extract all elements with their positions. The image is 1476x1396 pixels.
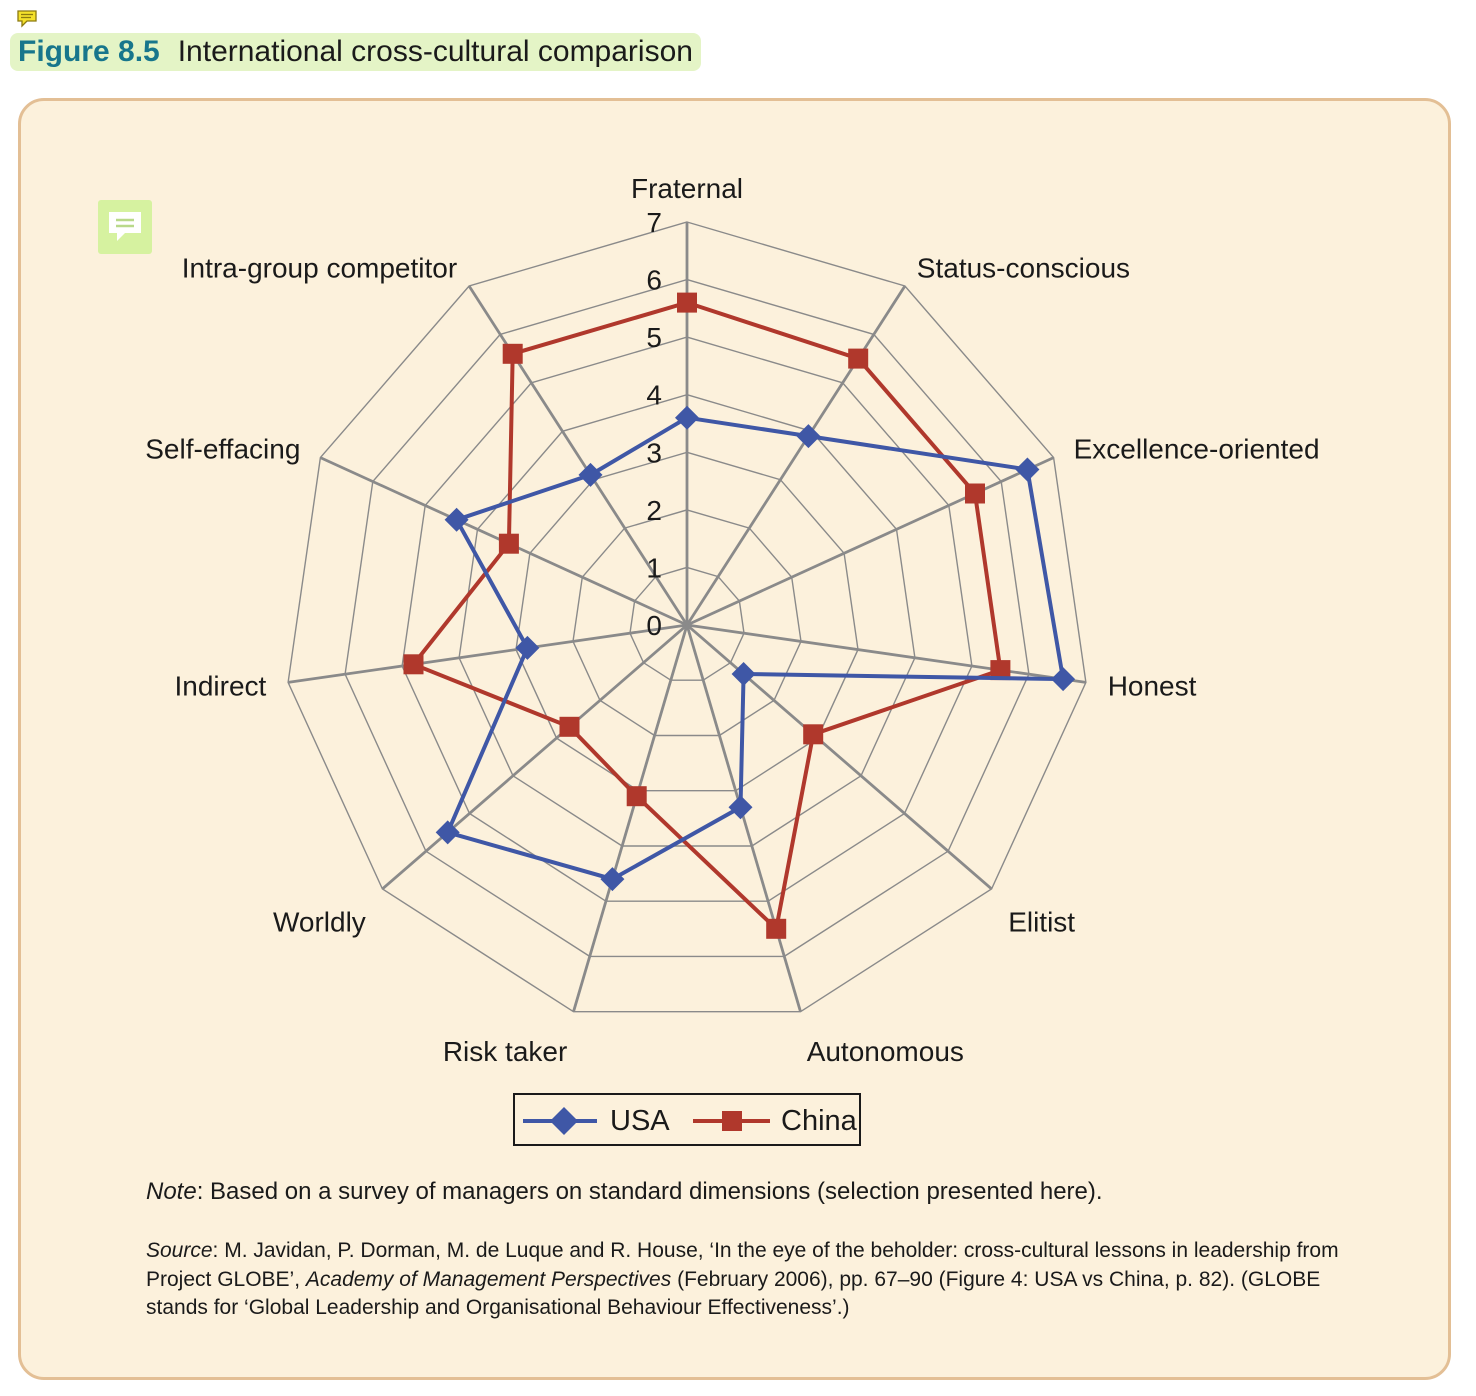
axis-label-excellence-oriented: Excellence-oriented [1074,433,1320,464]
grid-ring-1 [629,566,745,681]
axis-label-fraternal: Fraternal [631,173,743,204]
figure-panel [18,98,1451,1380]
grid-ring-3 [515,451,859,792]
tick-label-6: 6 [646,265,662,296]
figure-heading: Figure 8.5 International cross-cultural … [10,33,701,71]
point-usa-intra-group-competitor [578,462,603,487]
point-usa-self-effacing [444,507,469,532]
point-usa-risk-taker [600,867,625,892]
point-china-risk-taker [626,786,647,807]
axis-label-risk-taker: Risk taker [443,1036,567,1067]
axis-label-autonomous: Autonomous [807,1036,964,1067]
point-china-self-effacing [498,533,519,554]
point-china-intra-group-competitor [502,343,523,364]
figure-number: Figure 8.5 [18,35,160,68]
point-china-worldly [559,716,580,737]
note-label: Note [146,1178,197,1205]
point-china-indirect [403,654,424,675]
point-china-elitist [803,724,824,745]
grid-ring-2 [572,509,802,737]
note-body: : Based on a survey of managers on stand… [196,1178,1103,1205]
tick-label-4: 4 [646,380,662,411]
legend-label-china: China [781,1105,857,1137]
axis-label-intra-group-competitor: Intra-group competitor [182,253,457,284]
figure-note: Note: Based on a survey of managers on s… [146,1178,1103,1206]
tick-label-2: 2 [646,495,662,526]
spoke-excellence-oriented [686,456,1055,627]
axis-label-honest: Honest [1108,671,1197,702]
radar-spokes [287,222,1087,1013]
tick-label-7: 7 [646,207,662,238]
spoke-status-conscious [685,285,907,626]
spoke-honest [686,623,1087,684]
axis-label-indirect: Indirect [174,671,266,702]
tick-label-1: 1 [646,552,662,583]
series-usa [435,405,1076,892]
point-china-honest [990,660,1011,681]
axis-label-elitist: Elitist [1008,906,1075,937]
legend-china-marker [693,1111,770,1131]
point-usa-fraternal [675,405,699,430]
point-usa-autonomous [728,795,753,820]
spoke-autonomous [685,624,802,1013]
legend-label-usa: USA [610,1105,670,1137]
point-china-excellence-oriented [965,483,985,504]
point-usa-status-conscious [796,424,821,449]
small-comment-icon[interactable] [16,10,38,28]
series-line-usa [444,415,1066,882]
series-china [403,292,1011,939]
chart-legend: USA China [513,1093,861,1146]
comment-note-icon[interactable] [98,200,152,254]
grid-ring-6 [344,278,1030,958]
legend-usa-marker [523,1107,597,1135]
grid-ring-7 [287,221,1087,1013]
spoke-indirect [287,623,688,684]
grid-ring-5 [401,336,973,902]
source-label: Source [146,1239,213,1262]
tick-label-3: 3 [646,437,662,468]
tick-label-5: 5 [646,322,662,353]
point-usa-honest [1051,667,1076,692]
spoke-elitist [686,623,993,890]
figure-title: International cross-cultural comparison [177,35,693,68]
spoke-worldly [381,623,688,890]
spoke-risk-taker [572,624,689,1013]
series-line-china [410,300,1003,933]
figure-source: Source: M. Javidan, P. Dorman, M. de Luq… [146,1237,1346,1323]
point-china-fraternal [677,292,697,313]
point-china-status-conscious [848,348,869,369]
axis-label-worldly: Worldly [273,906,366,937]
point-usa-indirect [515,635,540,660]
source-body-2: (February 2006), pp. 67–90 (Figure 4: US… [146,1267,1321,1320]
point-china-autonomous [766,918,787,939]
point-usa-elitist [731,662,756,686]
tick-label-0: 0 [646,610,662,641]
point-usa-worldly [435,820,460,845]
point-usa-excellence-oriented [1015,457,1040,482]
axis-label-self-effacing: Self-effacing [145,433,300,464]
radar-grid [287,221,1087,1013]
radar-series [403,292,1076,939]
axis-label-status-conscious: Status-conscious [917,253,1130,284]
spoke-intra-group-competitor [467,285,689,626]
source-body-1: : M. Javidan, P. Dorman, M. de Luque and… [146,1239,1339,1291]
source-journal: Academy of Management Perspectives [305,1267,672,1291]
